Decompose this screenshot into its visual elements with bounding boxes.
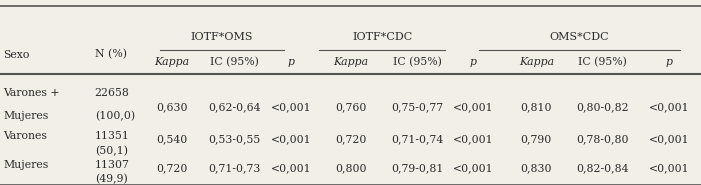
Text: 0,810: 0,810 (521, 102, 552, 112)
Text: (50,1): (50,1) (95, 146, 128, 156)
Text: Kappa: Kappa (519, 57, 554, 67)
Text: 0,720: 0,720 (335, 135, 366, 145)
Text: 0,62-0,64: 0,62-0,64 (209, 102, 261, 112)
Text: 0,79-0,81: 0,79-0,81 (391, 163, 443, 173)
Text: OMS*CDC: OMS*CDC (550, 32, 609, 42)
Text: <0,001: <0,001 (453, 163, 494, 173)
Text: Mujeres: Mujeres (4, 111, 49, 121)
Text: 0,540: 0,540 (156, 135, 187, 145)
Text: Sexo: Sexo (4, 50, 30, 60)
Text: IOTF*OMS: IOTF*OMS (191, 32, 253, 42)
Text: 0,82-0,84: 0,82-0,84 (577, 163, 629, 173)
Text: (49,9): (49,9) (95, 174, 128, 185)
Text: Mujeres: Mujeres (4, 160, 49, 170)
Text: 0,75-0,77: 0,75-0,77 (391, 102, 443, 112)
Text: 0,78-0,80: 0,78-0,80 (577, 135, 629, 145)
Text: 22658: 22658 (95, 88, 130, 98)
Text: IC (95%): IC (95%) (210, 57, 259, 67)
Text: 0,800: 0,800 (335, 163, 366, 173)
Text: Kappa: Kappa (154, 57, 189, 67)
Text: 0,630: 0,630 (156, 102, 187, 112)
Text: IOTF*CDC: IOTF*CDC (352, 32, 412, 42)
Text: Kappa: Kappa (333, 57, 368, 67)
Text: 0,71-0,73: 0,71-0,73 (209, 163, 261, 173)
Text: 0,53-0,55: 0,53-0,55 (209, 135, 261, 145)
Text: 0,790: 0,790 (521, 135, 552, 145)
Text: 11351: 11351 (95, 131, 130, 141)
Text: 0,71-0,74: 0,71-0,74 (391, 135, 443, 145)
Text: 0,80-0,82: 0,80-0,82 (576, 102, 629, 112)
Text: 0,830: 0,830 (521, 163, 552, 173)
Text: Varones +: Varones + (4, 88, 60, 98)
Text: p: p (666, 57, 673, 67)
Text: IC (95%): IC (95%) (578, 57, 627, 67)
Text: 0,760: 0,760 (335, 102, 366, 112)
Text: <0,001: <0,001 (649, 163, 690, 173)
Text: (100,0): (100,0) (95, 110, 135, 121)
Text: 0,720: 0,720 (156, 163, 187, 173)
Text: <0,001: <0,001 (271, 102, 311, 112)
Text: Varones: Varones (4, 131, 48, 141)
Text: p: p (287, 57, 294, 67)
Text: <0,001: <0,001 (271, 163, 311, 173)
Text: <0,001: <0,001 (649, 102, 690, 112)
Text: <0,001: <0,001 (649, 135, 690, 145)
Text: N (%): N (%) (95, 49, 127, 60)
Text: 11307: 11307 (95, 160, 130, 170)
Text: <0,001: <0,001 (453, 102, 494, 112)
Text: IC (95%): IC (95%) (393, 57, 442, 67)
Text: p: p (470, 57, 477, 67)
Text: <0,001: <0,001 (271, 135, 311, 145)
Text: <0,001: <0,001 (453, 135, 494, 145)
